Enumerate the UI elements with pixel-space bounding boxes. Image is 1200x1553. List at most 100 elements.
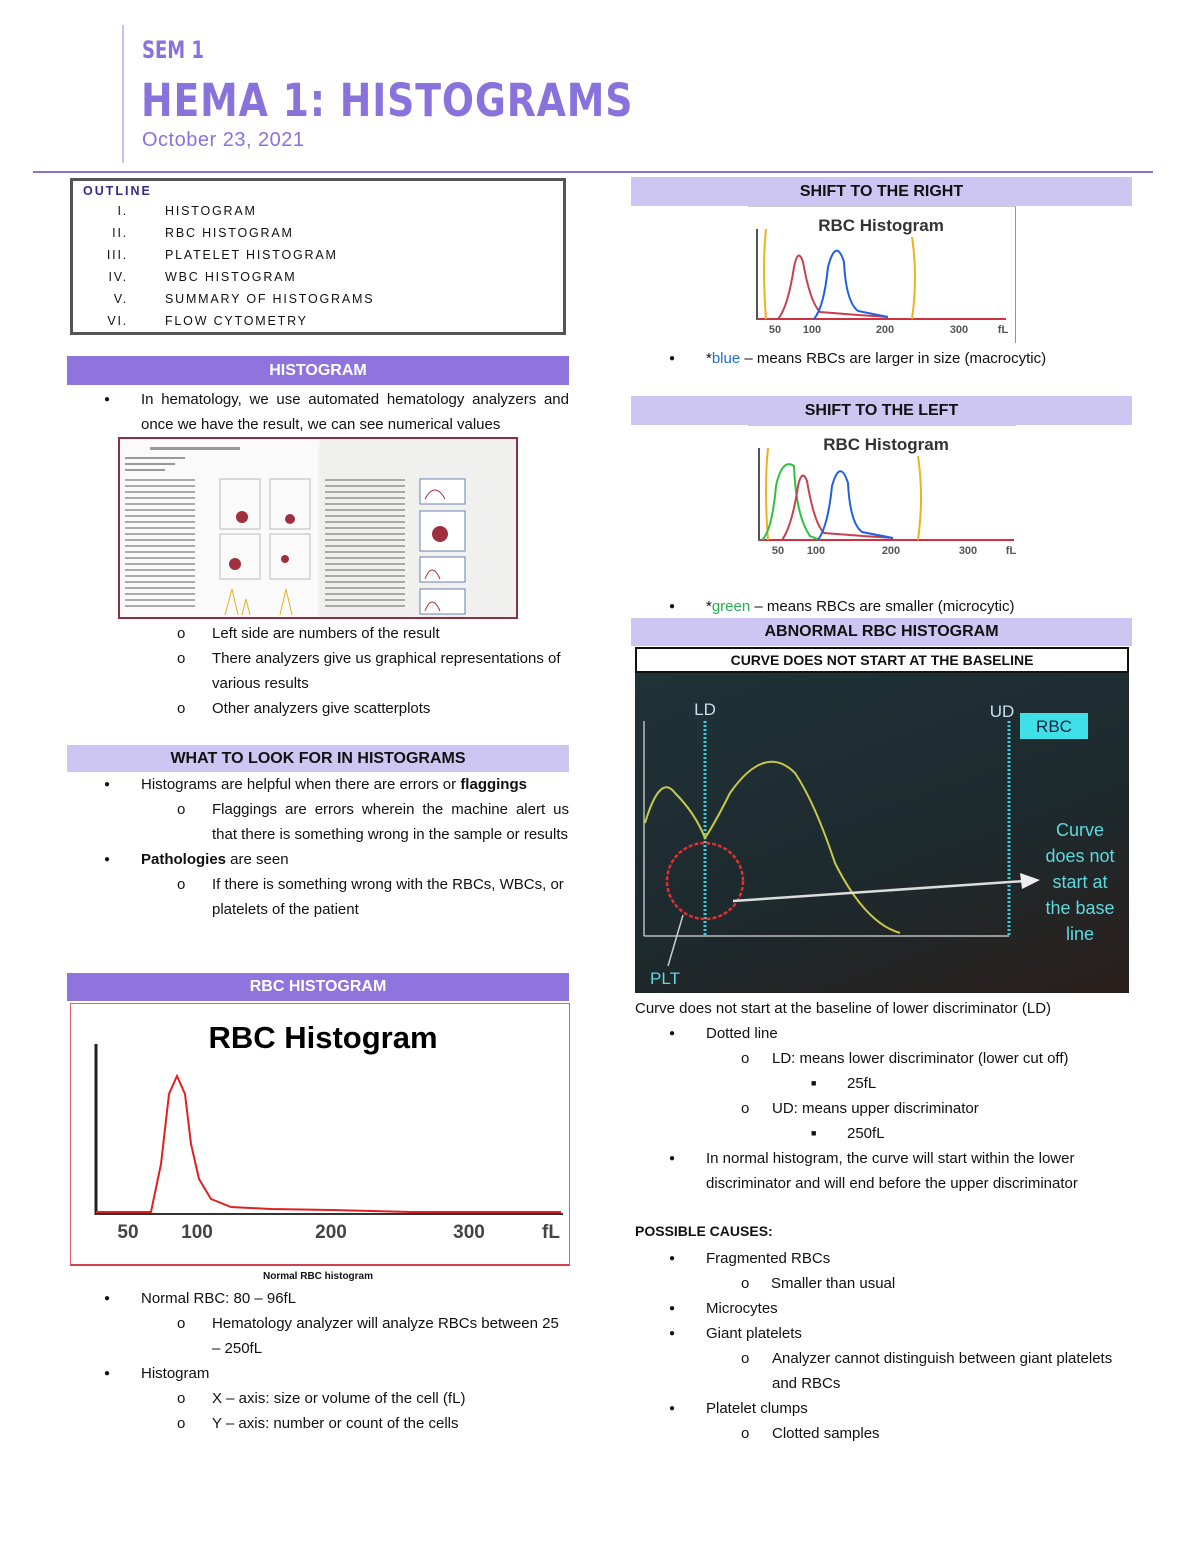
rbc-heading: RBC HISTOGRAM (67, 973, 569, 1001)
outline-num: II. (112, 226, 128, 240)
outline-item: VI. FLOW CYTOMETRY (83, 310, 553, 332)
rbc-bullet: Histogram (67, 1361, 569, 1386)
normal-rbc-figure: RBC Histogram 50 100 200 300 fL (70, 1003, 570, 1266)
look-for-heading: WHAT TO LOOK FOR IN HISTOGRAMS (67, 745, 569, 772)
note-text: – means RBCs are smaller (microcytic) (750, 598, 1015, 615)
shift-right-chart: RBC Histogram 50 100 200 300 fL (756, 216, 1009, 336)
outline-heading: OUTLINE (83, 184, 152, 198)
tick-label: 50 (117, 1222, 138, 1243)
header-rule (33, 171, 1153, 173)
tick-label: fL (542, 1222, 560, 1243)
tick-label: 300 (959, 545, 977, 557)
header-divider (122, 25, 124, 163)
callout-arrow (732, 879, 1026, 903)
callout-text: line (1066, 924, 1094, 944)
tick-label: 200 (882, 545, 900, 557)
histogram-sub-item: There analyzers give us graphical repres… (67, 646, 569, 696)
shift-left-heading: SHIFT TO THE LEFT (631, 396, 1132, 425)
callout-text: does not (1045, 846, 1114, 866)
figure-title: RBC Histogram (823, 435, 949, 454)
callout-text: start at (1052, 872, 1107, 892)
text: are seen (226, 851, 289, 868)
note-text: – means RBCs are larger in size (macrocy… (740, 350, 1047, 367)
asterisk: * (706, 598, 712, 615)
outline-num: I. (117, 204, 128, 218)
shift-right-section: SHIFT TO THE RIGHT (631, 177, 1132, 206)
look-for-section: WHAT TO LOOK FOR IN HISTOGRAMS Histogram… (67, 745, 569, 922)
abnormal-subsub: 250fL (631, 1121, 1135, 1146)
highlight-circle (665, 841, 745, 921)
analyzer-report-graphic (120, 439, 516, 617)
outline-num: V. (113, 292, 128, 306)
rbc-curve (96, 1073, 561, 1213)
abnormal-bullet: In normal histogram, the curve will star… (631, 1146, 1135, 1196)
tick-label: 100 (807, 545, 825, 557)
cause-sub: Analyzer cannot distinguish between gian… (631, 1346, 1135, 1396)
abnormal-heading: ABNORMAL RBC HISTOGRAM (631, 618, 1132, 646)
tick-label: 50 (769, 324, 781, 336)
cause-sub: Smaller than usual (631, 1271, 1135, 1296)
plt-label: PLT (650, 969, 680, 988)
asterisk: * (706, 350, 712, 367)
causes-heading: POSSIBLE CAUSES: (635, 1223, 773, 1239)
upper-discriminator-line (911, 236, 916, 320)
abnormal-subheading: CURVE DOES NOT START AT THE BASELINE (635, 647, 1129, 673)
outline-num: III. (106, 248, 128, 262)
look-for-sub-1: Flaggings are errors wherein the machine… (67, 797, 569, 847)
abnormal-chart: LD UD RBC PLT Curve does not start at th… (643, 700, 1115, 988)
shift-left-section: SHIFT TO THE LEFT (631, 396, 1132, 425)
lower-discriminator-line (763, 228, 767, 320)
analyzer-report-image (118, 437, 518, 619)
outline-item: IV. WBC HISTOGRAM (83, 266, 553, 288)
figure-title: RBC Histogram (818, 216, 944, 235)
histogram-heading: HISTOGRAM (67, 356, 569, 385)
outline-item: II. RBC HISTOGRAM (83, 222, 553, 244)
shift-right-note: *blue – means RBCs are larger in size (m… (631, 346, 1132, 371)
semester-label: SEM 1 (142, 36, 204, 64)
cause-item: Giant platelets (631, 1321, 1135, 1346)
page-date: October 23, 2021 (142, 129, 305, 151)
cause-item: Microcytes (631, 1296, 1135, 1321)
look-for-bullet-1: Histograms are helpful when there are er… (67, 772, 569, 797)
shift-left-chart: RBC Histogram 50 100 200 300 fL (758, 435, 1016, 557)
look-for-sub-2: If there is something wrong with the RBC… (67, 872, 569, 922)
abnormal-bullet: Dotted line (631, 1021, 1135, 1046)
abnormal-sub: UD: means upper discriminator (631, 1096, 1135, 1121)
shift-left-note: *green – means RBCs are smaller (microcy… (631, 594, 1132, 619)
tick-label: 300 (453, 1222, 485, 1243)
bold-term: Pathologies (141, 851, 227, 868)
shift-right-figure: RBC Histogram 50 100 200 300 fL (748, 206, 1016, 343)
tick-label: fL (1006, 545, 1016, 557)
normal-curve (777, 254, 889, 320)
tick-label: 100 (181, 1222, 213, 1243)
tick-label: fL (998, 324, 1009, 336)
shift-right-heading: SHIFT TO THE RIGHT (631, 177, 1132, 206)
bold-term: flaggings (460, 776, 527, 793)
shifted-curve-green (761, 463, 821, 541)
abnormal-section: ABNORMAL RBC HISTOGRAM (631, 618, 1132, 646)
cause-sub: Clotted samples (631, 1421, 1135, 1446)
shifted-curve-blue (817, 470, 894, 541)
abnormal-figure: LD UD RBC PLT Curve does not start at th… (635, 673, 1129, 993)
normal-rbc-chart: RBC Histogram 50 100 200 300 fL (94, 1020, 563, 1243)
histogram-sub-item: Other analyzers give scatterplots (67, 696, 569, 721)
outline-label: FLOW CYTOMETRY (165, 314, 308, 328)
outline-item: I. HISTOGRAM (83, 200, 553, 222)
callout-text: the base (1045, 898, 1114, 918)
upper-discriminator-line (917, 455, 922, 541)
rbc-sub: X – axis: size or volume of the cell (fL… (67, 1386, 569, 1411)
cause-item: Platelet clumps (631, 1396, 1135, 1421)
look-for-bullet-2: Pathologies are seen (67, 847, 569, 872)
abnormal-sub: LD: means lower discriminator (lower cut… (631, 1046, 1135, 1071)
rbc-badge-label: RBC (1036, 717, 1072, 736)
ud-label: UD (990, 702, 1015, 721)
outline-num: VI. (107, 314, 128, 328)
shift-left-figure: RBC Histogram 50 100 200 300 fL (748, 425, 1016, 562)
shifted-curve (813, 249, 889, 320)
rbc-section: RBC HISTOGRAM (67, 973, 569, 1001)
outline-label: SUMMARY OF HISTOGRAMS (165, 292, 375, 306)
tick-label: 200 (315, 1222, 347, 1243)
outline-label: HISTOGRAM (165, 204, 257, 218)
rbc-curve (644, 760, 901, 934)
histogram-subs: Left side are numbers of the result Ther… (67, 621, 569, 721)
